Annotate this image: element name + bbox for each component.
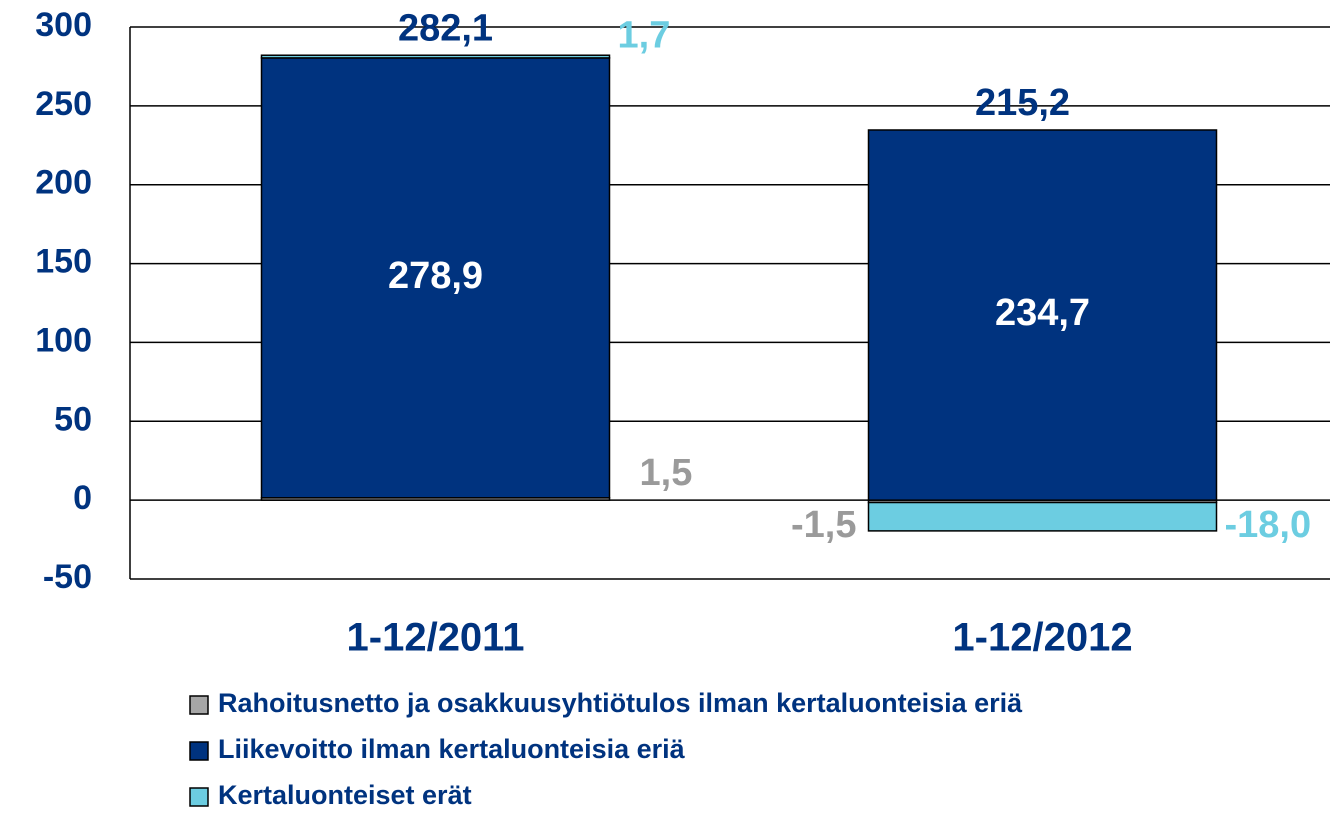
value-label: 1,7 — [618, 14, 671, 56]
value-label: 1,5 — [640, 452, 693, 494]
legend-swatch — [189, 695, 209, 715]
y-tick-label: 0 — [73, 479, 92, 517]
y-tick-label: 250 — [35, 85, 92, 123]
legend-swatch — [189, 787, 209, 807]
total-label: 282,1 — [398, 7, 493, 49]
y-tick-label: 50 — [54, 400, 92, 438]
y-tick-label: 200 — [35, 164, 92, 202]
y-tick-label: -50 — [43, 558, 92, 596]
bar-segment — [260, 54, 611, 59]
y-tick-label: 300 — [35, 6, 92, 44]
bar-segment — [867, 501, 1218, 532]
legend-label: Kertaluonteiset erät — [218, 780, 472, 810]
bar-segment — [867, 129, 1218, 501]
value-label: -1,5 — [791, 504, 856, 546]
value-label: 278,9 — [388, 255, 483, 297]
x-tick-label: 1-12/2012 — [952, 616, 1132, 660]
y-tick-label: 150 — [35, 243, 92, 281]
value-label: -18,0 — [1225, 504, 1312, 546]
bar-segment — [260, 57, 611, 499]
y-tick-label: 100 — [35, 321, 92, 359]
value-label: 234,7 — [995, 292, 1090, 334]
legend-label: Liikevoitto ilman kertaluonteisia eriä — [218, 734, 686, 764]
legend-swatch — [189, 741, 209, 761]
total-label: 215,2 — [975, 82, 1070, 124]
legend-label: Rahoitusnetto ja osakkuusyhtiötulos ilma… — [218, 688, 1023, 718]
x-tick-label: 1-12/2011 — [347, 616, 525, 660]
